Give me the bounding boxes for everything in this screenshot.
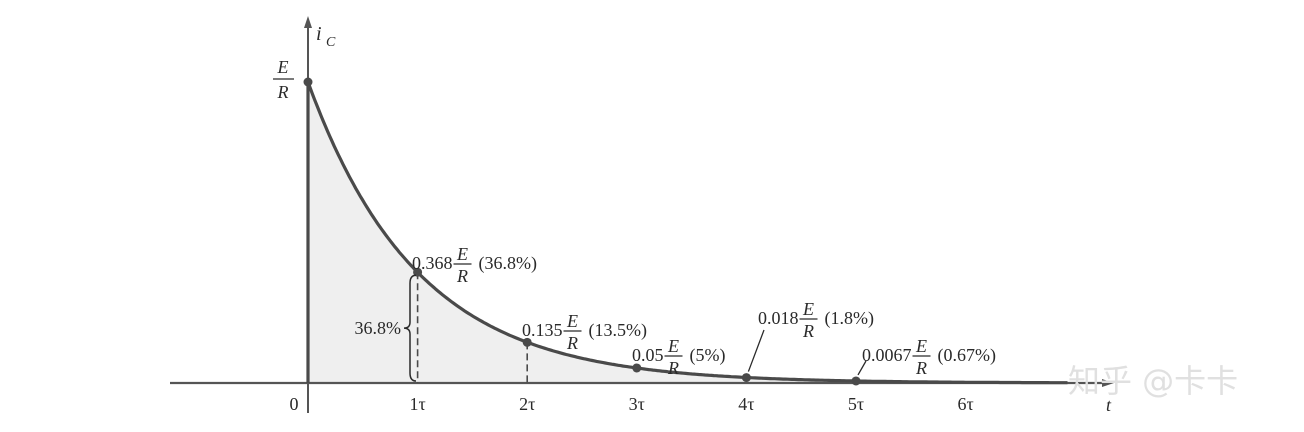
point-label-pct: (1.8%)	[825, 308, 874, 329]
x-axis-arrow	[1102, 379, 1114, 387]
y-axis-label: i	[316, 23, 322, 45]
decay-curve	[306, 81, 1068, 385]
point-label-den: R	[802, 321, 814, 341]
y-axis-label-sub: C	[326, 35, 336, 50]
point-label-num: E	[566, 311, 578, 331]
x-axis-label: t	[1106, 395, 1112, 415]
x-tick-label: 6τ	[957, 394, 973, 414]
x-tick-label: 4τ	[738, 394, 754, 414]
watermark: 知乎 @卡卡	[1068, 362, 1238, 400]
point-label-pct: (13.5%)	[589, 320, 647, 341]
x-tick-label: 3τ	[629, 394, 645, 414]
point-label-coef: 0.135	[522, 320, 563, 340]
point-label-coef: 0.368	[412, 253, 453, 273]
x-tick-label: 2τ	[519, 394, 535, 414]
point-label-pct: (5%)	[690, 345, 726, 366]
data-point	[632, 363, 642, 373]
data-point	[851, 376, 861, 386]
point-label-coef: 0.0067	[862, 345, 912, 365]
point-label-den: R	[915, 358, 927, 378]
point-label-num: E	[667, 336, 679, 356]
point-label-num: E	[456, 244, 468, 264]
y-axis-arrow	[304, 16, 312, 28]
leader-line	[857, 360, 867, 376]
point-label-pct: (0.67%)	[938, 345, 996, 366]
leader-line	[747, 329, 765, 372]
area-under-curve	[308, 82, 1068, 383]
point-label-num: E	[915, 336, 927, 356]
point-label-coef: 0.05	[632, 345, 664, 365]
data-point	[303, 77, 313, 87]
y-max-den: R	[277, 82, 289, 102]
point-label-num: E	[802, 299, 814, 319]
y-max-num: E	[277, 57, 289, 77]
x-tick-label: 5τ	[848, 394, 864, 414]
brace-label: 36.8%	[355, 318, 402, 338]
x-tick-label: 1τ	[409, 394, 425, 414]
point-label-den: R	[667, 358, 679, 378]
point-label-den: R	[456, 266, 468, 286]
point-label-den: R	[566, 333, 578, 353]
point-label-pct: (36.8%)	[479, 253, 537, 274]
point-label-coef: 0.018	[758, 308, 799, 328]
brace	[403, 274, 417, 382]
data-point	[741, 373, 751, 383]
x-tick-label: 0	[290, 394, 299, 414]
